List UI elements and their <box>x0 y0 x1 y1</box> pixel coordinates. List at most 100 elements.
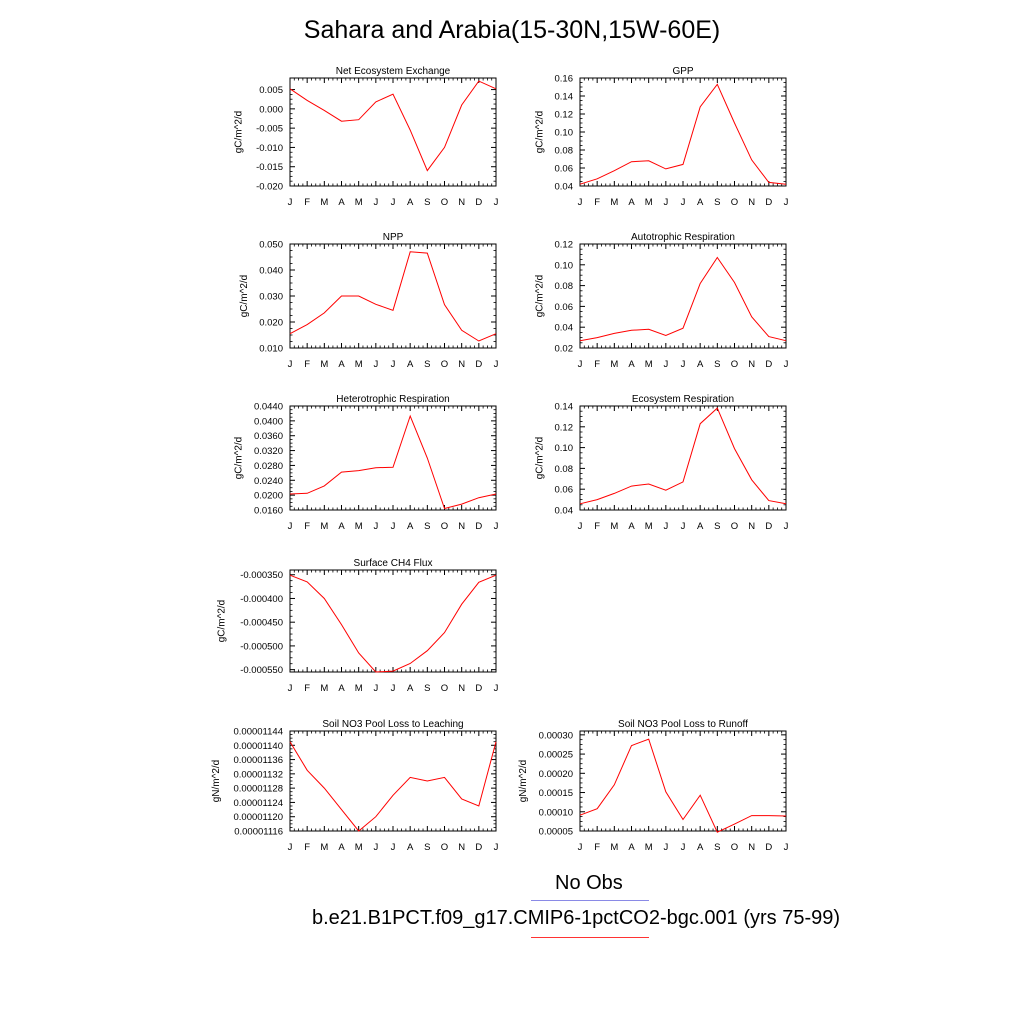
panel-8-y-tick-label: 0.00001132 <box>234 769 284 780</box>
panel-4-x-tick-label: J <box>663 359 668 370</box>
panel-1-y-tick-label: -0.015 <box>256 162 283 173</box>
panel-2-y-tick-label: 0.08 <box>555 146 574 157</box>
panel-8-y-axis-label: gN/m^2/d <box>211 760 222 803</box>
panel-1-x-tick-label: A <box>338 197 345 208</box>
panel-6-x-tick-label: M <box>610 521 618 532</box>
panel-6-y-tick-label: 0.12 <box>555 422 574 433</box>
panel-2-x-tick-label: S <box>714 197 720 208</box>
panel-2-y-tick-label: 0.16 <box>555 74 574 85</box>
panel-6-y-tick-label: 0.10 <box>555 443 574 454</box>
panel-4-x-tick-label: F <box>594 359 600 370</box>
legend-line-no-obs <box>531 900 649 901</box>
panel-8-y-tick-label: 0.00001124 <box>234 798 284 809</box>
panel-4-x-tick-label: M <box>610 359 618 370</box>
panel-7-x-tick-label: J <box>288 683 293 694</box>
panel-7-x-tick-label: A <box>338 683 345 694</box>
panel-2-y-tick-label: 0.06 <box>555 164 574 175</box>
panel-5-x-tick-label: J <box>494 521 499 532</box>
panel-6-x-tick-label: S <box>714 521 720 532</box>
panel-6-x-tick-label: J <box>578 521 583 532</box>
panel-7-x-tick-label: J <box>494 683 499 694</box>
panel-4-y-tick-label: 0.12 <box>555 240 574 251</box>
panel-6-x-tick-label: O <box>731 521 738 532</box>
panel-9-x-tick-label: D <box>765 842 772 853</box>
panel-1-y-tick-label: -0.020 <box>256 182 283 193</box>
panel-8-x-tick-label: A <box>338 842 345 853</box>
panel-1-x-tick-label: J <box>373 197 378 208</box>
panel-3-x-tick-label: J <box>288 359 293 370</box>
panel-4-x-tick-label: J <box>681 359 686 370</box>
panel-8-x-tick-label: J <box>373 842 378 853</box>
panel-6-title: Ecosystem Respiration <box>632 394 734 405</box>
panel-1-series-line <box>289 80 497 172</box>
panel-5-x-tick-label: N <box>458 521 465 532</box>
panel-3-y-tick-label: 0.020 <box>259 318 283 329</box>
panel-2-x-tick-label: J <box>784 197 789 208</box>
panel-8-x-tick-label: S <box>424 842 430 853</box>
figure-title: Sahara and Arabia(15-30N,15W-60E) <box>303 16 721 44</box>
panel-1-title: Net Ecosystem Exchange <box>336 66 451 77</box>
panel-6-y-tick-label: 0.14 <box>555 402 574 413</box>
panel-9-x-tick-label: F <box>594 842 600 853</box>
panel-4-x-tick-label: S <box>714 359 720 370</box>
panel-8-series-line <box>289 741 497 832</box>
panel-2-series-line <box>579 83 787 185</box>
panel-4-x-tick-label: J <box>578 359 583 370</box>
panel-2-x-tick-label: J <box>681 197 686 208</box>
panel-3-x-tick-label: F <box>304 359 310 370</box>
panel-6-x-tick-label: J <box>663 521 668 532</box>
panel-7-y-tick-label: -0.000550 <box>240 665 283 676</box>
panel-7-y-tick-label: -0.000400 <box>240 594 283 605</box>
panel-7-x-tick-label: J <box>391 683 396 694</box>
panel-6-y-tick-label: 0.08 <box>555 464 574 475</box>
panel-4-y-tick-label: 0.08 <box>555 281 574 292</box>
panel-1-y-tick-label: 0.000 <box>259 104 283 115</box>
panel-2-x-tick-label: F <box>594 197 600 208</box>
panel-3-x-tick-label: J <box>494 359 499 370</box>
panel-8-y-tick-label: 0.00001120 <box>234 812 284 823</box>
panel-3-y-tick-label: 0.030 <box>259 292 283 303</box>
panel-1-x-tick-label: M <box>320 197 328 208</box>
panel-7-series-line <box>289 574 497 673</box>
panel-1-x-tick-label: A <box>407 197 414 208</box>
panel-2-x-tick-label: A <box>628 197 635 208</box>
panel-1-x-tick-label: J <box>288 197 293 208</box>
panel-5-y-tick-label: 0.0360 <box>254 431 283 442</box>
panel-8-title: Soil NO3 Pool Loss to Leaching <box>322 719 463 730</box>
panel-2-x-tick-label: J <box>663 197 668 208</box>
panel-5-y-tick-label: 0.0240 <box>254 476 283 487</box>
panel-4-series-line <box>579 256 787 342</box>
panel-2-y-axis-label: gC/m^2/d <box>535 111 546 154</box>
panel-8-x-tick-label: M <box>320 842 328 853</box>
panel-3-x-tick-label: A <box>338 359 345 370</box>
panel-1-x-tick-label: M <box>355 197 363 208</box>
panel-8-x-tick-label: J <box>391 842 396 853</box>
panel-1-x-tick-label: J <box>494 197 499 208</box>
panel-7-y-tick-label: -0.000450 <box>240 618 283 629</box>
panel-9-x-tick-label: J <box>681 842 686 853</box>
panel-1-y-tick-label: -0.010 <box>256 143 283 154</box>
panel-5-x-tick-label: F <box>304 521 310 532</box>
panel-5-x-tick-label: A <box>338 521 345 532</box>
panel-6-x-tick-label: F <box>594 521 600 532</box>
panel-7-y-axis-label: gC/m^2/d <box>217 600 228 643</box>
panel-1-y-tick-label: 0.005 <box>259 85 283 96</box>
panel-4-x-tick-label: M <box>645 359 653 370</box>
plots-area: J F M A M J J A S O N D J-0.020-0.015-0.010-0.0050.0… <box>211 66 789 853</box>
panel-4-x-tick-label: N <box>748 359 755 370</box>
panel-9-x-tick-label: S <box>714 842 720 853</box>
panel-3-y-tick-label: 0.050 <box>259 240 283 251</box>
panel-7-x-tick-label: M <box>355 683 363 694</box>
panel-7-x-tick-label: O <box>441 683 448 694</box>
panel-8-x-tick-label: F <box>304 842 310 853</box>
panel-1-x-tick-label: J <box>391 197 396 208</box>
panel-4-y-tick-label: 0.04 <box>555 323 574 334</box>
panel-5-x-tick-label: J <box>391 521 396 532</box>
panel-2-x-tick-label: M <box>645 197 653 208</box>
panel-8-y-tick-label: 0.00001116 <box>234 827 283 838</box>
panel-3-x-tick-label: S <box>424 359 430 370</box>
panel-7-x-tick-label: F <box>304 683 310 694</box>
panel-9-x-tick-label: O <box>731 842 738 853</box>
panel-5-x-tick-label: J <box>288 521 293 532</box>
panel-7-x-tick-label: N <box>458 683 465 694</box>
